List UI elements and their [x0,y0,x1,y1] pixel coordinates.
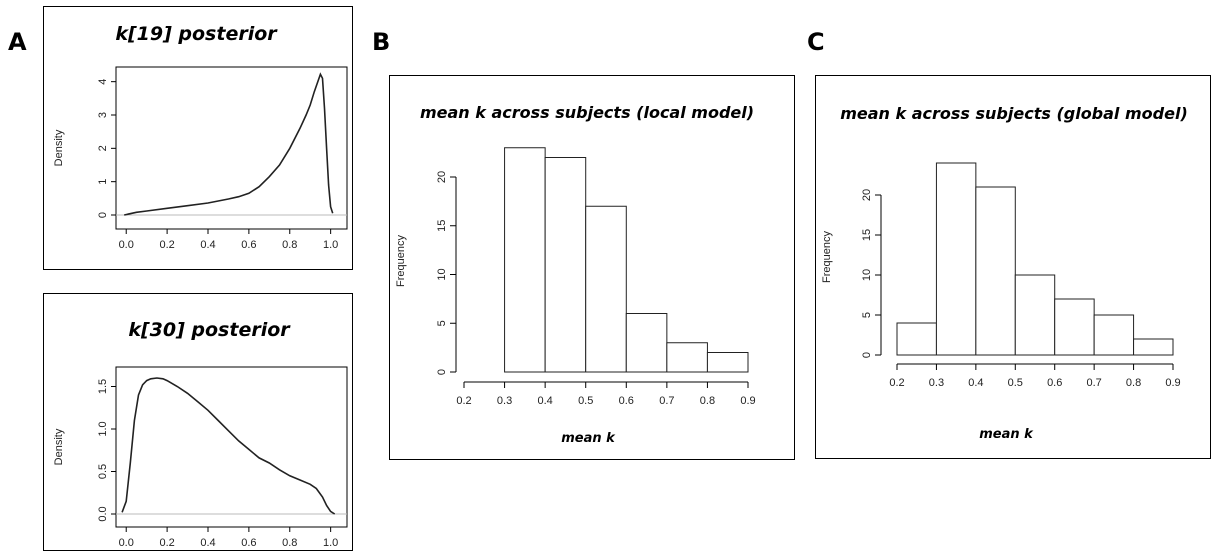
x-tick-label: 0.3 [929,377,944,389]
x-tick-label: 0.8 [1126,377,1141,389]
density-curve [124,72,334,216]
chart-local-model-svg: mean k across subjects (local model) 0.2 0… [395,103,756,446]
density-curve [121,377,336,515]
chart-global-model-svg: mean k across subjects (global model) 0.2… [821,104,1188,442]
histogram-bar [975,186,1016,356]
x-tick-label: 0.9 [740,395,755,407]
x-tick-label: 0.8 [282,239,297,251]
y-axis-label: Frequency [395,235,407,287]
y-axis-label: Frequency [821,231,833,283]
y-tick-label: 3 [97,112,109,118]
x-tick-label: 0.2 [456,395,471,407]
y-tick-label: 0.5 [97,464,109,479]
x-tick-label: 0.6 [1047,377,1062,389]
y-axis-label: Density [53,129,65,166]
y-tick-label: 5 [436,320,448,326]
histogram-bar [625,313,668,373]
chart-k19-svg: k[19] posterior 0.0 0.2 0.4 0.6 0.8 1.0 0 1 2 3 4 De… [53,23,348,251]
y-tick-label: 5 [861,312,873,318]
y-tick-label: 1 [97,179,109,185]
x-tick-label: 1.0 [323,239,338,251]
x-tick-label: 0.4 [968,377,983,389]
chart-k19-posterior: k[19] posterior 0.0 0.2 0.4 0.6 0.8 1.0 0 1 2 3 4 De… [43,6,353,270]
x-tick-label: 0.2 [159,537,174,549]
x-tick-label: 0.3 [497,395,512,407]
y-tick-label: 4 [97,79,109,85]
x-tick-label: 0.6 [241,239,256,251]
histogram-bar [1093,314,1135,356]
x-tick-label: 0.4 [200,239,215,251]
x-tick-label: 0.4 [200,537,215,549]
chart-title: mean k across subjects (local model) [420,103,754,122]
x-tick-label: 0.0 [119,537,134,549]
plot-box [115,66,348,230]
plot-box [115,366,348,528]
x-tick-label: 0.6 [241,537,256,549]
x-tick-label: 0.2 [889,377,904,389]
chart-title: k[30] posterior [128,319,291,341]
x-tick-label: 0.8 [700,395,715,407]
histogram-bar [544,157,587,373]
panel-letter-a: A [8,28,27,56]
y-tick-label: 0 [436,369,448,375]
y-tick-label: 1.5 [97,379,109,394]
x-axis-label: mean k [561,431,616,446]
histogram-bar [706,352,749,373]
chart-global-model-histogram: mean k across subjects (global model) 0.2… [815,75,1211,459]
histogram-bar [935,162,977,356]
chart-k30-posterior: k[30] posterior 0.0 0.2 0.4 0.6 0.8 1.0 0.0 0.5 1… [43,293,353,551]
x-axis-label: mean k [979,427,1034,442]
y-tick-label: 20 [436,171,448,183]
chart-local-model-histogram: mean k across subjects (local model) 0.2 0… [389,75,795,460]
y-tick-label: 10 [436,268,448,280]
x-tick-label: 0.0 [119,239,134,251]
histogram-bar [896,322,937,356]
histogram-bar [585,205,627,373]
x-tick-label: 1.0 [323,537,338,549]
histogram-bar [1054,298,1095,356]
x-tick-label: 0.5 [1008,377,1023,389]
x-tick-label: 0.6 [619,395,634,407]
y-tick-label: 10 [861,269,873,281]
x-tick-label: 0.9 [1165,377,1180,389]
histogram-bar [1133,338,1174,356]
x-tick-label: 0.7 [1086,377,1101,389]
panel-letter-c: C [807,28,825,56]
x-tick-label: 0.5 [578,395,593,407]
x-tick-label: 0.4 [537,395,552,407]
x-tick-label: 0.7 [659,395,674,407]
x-tick-label: 0.8 [282,537,297,549]
x-tick-label: 0.2 [159,239,174,251]
y-tick-label: 15 [861,229,873,241]
histogram-bar [666,342,708,373]
y-tick-label: 15 [436,220,448,232]
chart-title: k[19] posterior [115,23,278,45]
y-tick-label: 0 [97,212,109,218]
y-axis-label: Density [53,428,65,465]
y-tick-label: 0.0 [97,506,109,521]
y-tick-label: 20 [861,189,873,201]
histogram-bar [504,147,546,373]
y-tick-label: 0 [861,352,873,358]
chart-title: mean k across subjects (global model) [840,104,1188,123]
panel-letter-b: B [372,28,391,56]
histogram-bar [1014,274,1056,356]
y-tick-label: 1.0 [97,421,109,436]
y-tick-label: 2 [97,145,109,151]
chart-k30-svg: k[30] posterior 0.0 0.2 0.4 0.6 0.8 1.0 0.0 0.5 1… [53,319,348,549]
